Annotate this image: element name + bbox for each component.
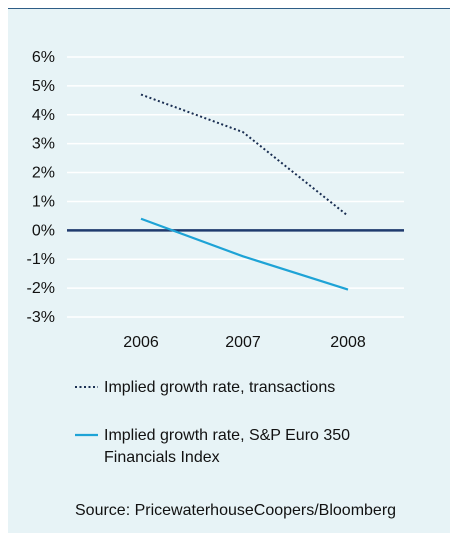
y-tick-label: -2% bbox=[27, 280, 55, 297]
x-tick-label: 2007 bbox=[225, 334, 261, 351]
legend-label-1: Implied growth rate, S&P Euro 350 Financi… bbox=[104, 427, 350, 466]
y-tick-label: 0% bbox=[32, 222, 55, 239]
y-tick-label: 1% bbox=[32, 193, 55, 210]
y-tick-label: -3% bbox=[27, 309, 55, 326]
legend: Implied growth rate, transactions Implied… bbox=[75, 379, 350, 466]
series-line-1 bbox=[140, 217, 349, 291]
y-axis-ticks: 6% 5% 4% 3% 2% 1% 0% -1% -2% -3% bbox=[27, 49, 55, 326]
line-chart: 6% 5% 4% 3% 2% 1% 0% -1% -2% -3% 2006 2007 2008 Imp… bbox=[27, 49, 404, 519]
y-tick-label: 4% bbox=[32, 107, 55, 124]
y-tick-label: 6% bbox=[32, 49, 55, 66]
x-axis-ticks: 2006 2007 2008 bbox=[123, 334, 366, 351]
gridlines bbox=[67, 56, 404, 318]
legend-label-0: Implied growth rate, transactions bbox=[104, 379, 335, 396]
chart-panel: 6% 5% 4% 3% 2% 1% 0% -1% -2% -3% 2006 2007 2008 Imp… bbox=[8, 8, 450, 533]
y-tick-label: 5% bbox=[32, 78, 55, 95]
y-tick-label: 3% bbox=[32, 136, 55, 153]
series-lines bbox=[140, 93, 349, 291]
series-line-0 bbox=[140, 93, 349, 217]
x-tick-label: 2006 bbox=[123, 334, 159, 351]
y-tick-label: 2% bbox=[32, 165, 55, 182]
y-tick-label: -1% bbox=[27, 251, 55, 268]
source-note: Source: PricewaterhouseCoopers/Bloomberg bbox=[75, 502, 396, 519]
x-tick-label: 2008 bbox=[330, 334, 366, 351]
